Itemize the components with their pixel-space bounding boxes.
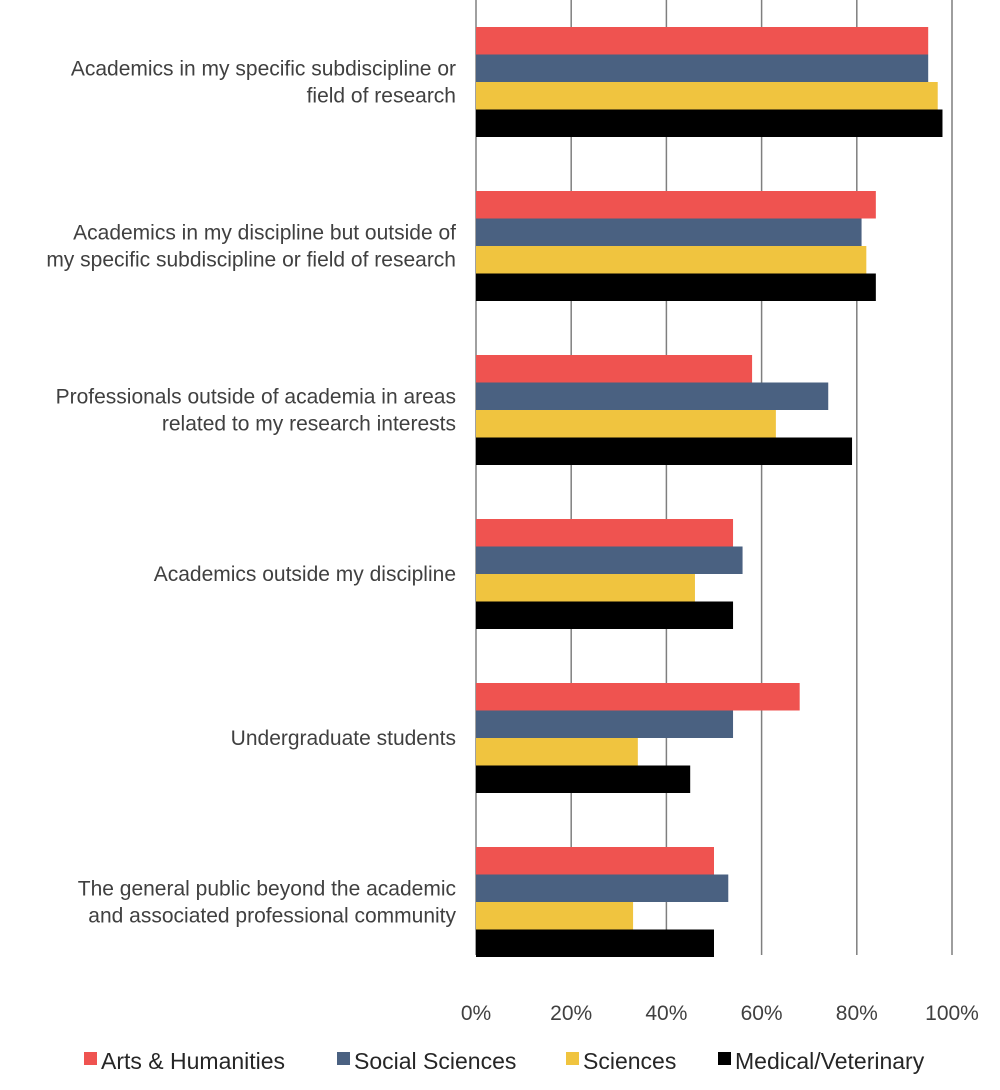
bar-sciences-0 — [476, 82, 938, 110]
bar-medical-veterinary-4 — [476, 765, 691, 793]
bar-social-sciences-4 — [476, 710, 734, 738]
category-label: Academics in my discipline but outside o… — [73, 222, 456, 245]
category-label: and associated professional community — [88, 905, 456, 928]
bar-social-sciences-1 — [476, 218, 862, 246]
bar-sciences-3 — [476, 574, 695, 602]
bar-social-sciences-2 — [476, 382, 829, 410]
bar-social-sciences-0 — [476, 54, 929, 82]
bar-medical-veterinary-3 — [476, 601, 734, 629]
bar-medical-veterinary-1 — [476, 273, 876, 301]
bar-medical-veterinary-0 — [476, 109, 943, 137]
x-axis-ticks: 0% 20% 40% 60% 80% 100% — [461, 1002, 979, 1025]
bar-sciences-1 — [476, 246, 867, 274]
bar-sciences-5 — [476, 902, 634, 930]
x-tick-label: 40% — [645, 1002, 687, 1025]
legend-label: Medical/Veterinary — [735, 1048, 925, 1074]
legend-label: Arts & Humanities — [101, 1048, 285, 1074]
bar-arts-humanities-0 — [476, 27, 929, 55]
bar-sciences-2 — [476, 410, 776, 438]
bar-medical-veterinary-2 — [476, 437, 853, 465]
category-label: Undergraduate students — [231, 727, 456, 750]
x-tick-label: 0% — [461, 1002, 491, 1025]
bar-sciences-4 — [476, 738, 638, 766]
x-tick-label: 20% — [550, 1002, 592, 1025]
bar-arts-humanities-3 — [476, 519, 734, 547]
bar-medical-veterinary-5 — [476, 929, 714, 957]
category-label: Professionals outside of academia in are… — [56, 386, 456, 409]
category-label: related to my research interests — [162, 413, 456, 436]
x-tick-label: 100% — [925, 1002, 979, 1025]
x-tick-label: 80% — [836, 1002, 878, 1025]
bar-arts-humanities-5 — [476, 847, 714, 875]
category-label: my specific subdiscipline or field of re… — [46, 249, 456, 272]
category-label: Academics in my specific subdiscipline o… — [71, 58, 456, 81]
bar-arts-humanities-1 — [476, 191, 876, 219]
bar-arts-humanities-2 — [476, 355, 753, 383]
x-tick-label: 60% — [741, 1002, 783, 1025]
category-labels: Academics in my specific subdiscipline o… — [46, 58, 456, 928]
legend-swatch — [337, 1052, 350, 1065]
legend-label: Sciences — [583, 1048, 676, 1074]
gridlines — [475, 0, 953, 955]
legend-swatch — [566, 1052, 579, 1065]
bar-arts-humanities-4 — [476, 683, 800, 711]
category-label: Academics outside my discipline — [154, 563, 456, 586]
legend: Arts & Humanities Social Sciences Sciences… — [84, 1048, 925, 1074]
legend-swatch — [718, 1052, 731, 1065]
category-label: field of research — [307, 85, 456, 108]
category-label: The general public beyond the academic — [78, 878, 456, 901]
bar-social-sciences-3 — [476, 546, 743, 574]
legend-label: Social Sciences — [354, 1048, 516, 1074]
bar-social-sciences-5 — [476, 874, 729, 902]
legend-swatch — [84, 1052, 97, 1065]
bars — [476, 27, 943, 957]
